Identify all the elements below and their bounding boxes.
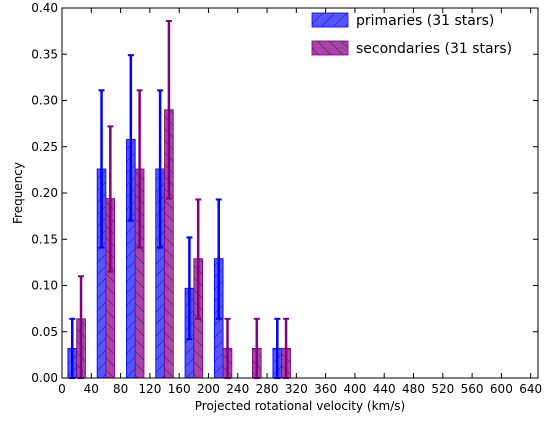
- x-axis-title: Projected rotational velocity (km/s): [195, 399, 405, 413]
- legend: primaries (31 stars) secondaries (31 sta…: [311, 12, 512, 57]
- x-tick-label-9: 360: [314, 382, 337, 396]
- x-tick-label-6: 240: [226, 382, 249, 396]
- x-tick-label-1: 40: [84, 382, 99, 396]
- x-tick-label-7: 280: [256, 382, 279, 396]
- x-tick-label-2: 80: [113, 382, 128, 396]
- y-tick-label-0: 0.00: [31, 371, 58, 385]
- y-tick-label-8: 0.40: [31, 1, 58, 15]
- x-tick-label-12: 480: [402, 382, 425, 396]
- x-tick-label-3: 120: [138, 382, 161, 396]
- x-tick-label-0: 0: [58, 382, 66, 396]
- legend-label-primaries: primaries (31 stars): [356, 13, 494, 29]
- x-tick-label-10: 400: [343, 382, 366, 396]
- bar-hatch-secondaries-3: [164, 109, 174, 378]
- legend-swatch-secondaries-hatch: [312, 41, 348, 55]
- y-tick-label-5: 0.25: [31, 140, 58, 154]
- bar-hatch-primaries-1: [97, 168, 106, 378]
- x-tick-label-5: 200: [197, 382, 220, 396]
- y-tick-label-6: 0.30: [31, 94, 58, 108]
- x-tick-label-16: 640: [519, 382, 542, 396]
- bar-hatch-secondaries-2: [135, 168, 145, 378]
- bar-hatch-secondaries-1: [105, 198, 115, 378]
- x-tick-label-15: 600: [490, 382, 513, 396]
- legend-swatch-primaries-hatch: [312, 13, 348, 27]
- y-tick-label-3: 0.15: [31, 232, 58, 246]
- ticks-layer: 0 40 80 120 160 200 240 280 320 360 400 440 480 520 56…: [31, 1, 542, 396]
- bar-hatch-primaries-2: [126, 139, 136, 378]
- y-tick-label-7: 0.35: [31, 47, 58, 61]
- x-tick-label-13: 520: [431, 382, 454, 396]
- y-tick-label-4: 0.20: [31, 186, 58, 200]
- y-axis-title: Frequency: [11, 162, 25, 224]
- legend-label-secondaries: secondaries (31 stars): [356, 41, 512, 57]
- x-tick-label-8: 320: [285, 382, 308, 396]
- x-tick-label-4: 160: [168, 382, 191, 396]
- x-tick-label-11: 440: [373, 382, 396, 396]
- bar-hatch-primaries-3: [155, 168, 165, 378]
- y-tick-label-2: 0.10: [31, 279, 58, 293]
- x-tick-label-14: 560: [461, 382, 484, 396]
- y-tick-label-1: 0.05: [31, 325, 58, 339]
